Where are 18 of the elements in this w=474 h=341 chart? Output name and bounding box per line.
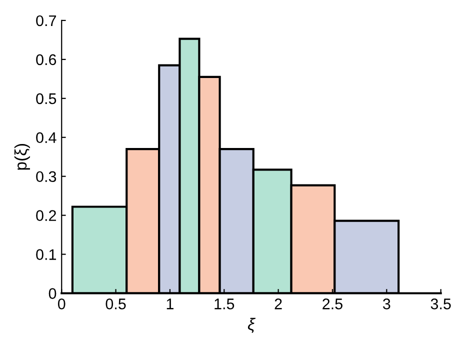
x-tick-label: 3.5 xyxy=(430,298,451,310)
y-tick-label: 0.2 xyxy=(36,210,56,222)
x-tick-label: 1 xyxy=(166,298,174,310)
y-tick-label: 0.7 xyxy=(36,15,56,26)
x-axis-title: ξ xyxy=(248,318,256,333)
x-tick-label: 3 xyxy=(382,298,390,310)
y-tick-label: 0 xyxy=(48,288,56,299)
x-tick-label: 2 xyxy=(274,298,282,310)
y-tick-label: 0.6 xyxy=(36,54,56,66)
y-tick-label: 0.3 xyxy=(36,171,56,182)
x-tick-label: 1.5 xyxy=(214,298,234,310)
y-tick-label: 0.4 xyxy=(36,132,56,144)
y-tick-label: 0.1 xyxy=(36,249,56,260)
y-tick-label: 0.5 xyxy=(36,93,56,104)
x-tick-label: 0.5 xyxy=(106,298,126,310)
y-axis-title: p(ξ) xyxy=(14,144,30,170)
x-tick-label: 0 xyxy=(58,298,66,310)
x-tick-label: 2.5 xyxy=(322,298,342,310)
